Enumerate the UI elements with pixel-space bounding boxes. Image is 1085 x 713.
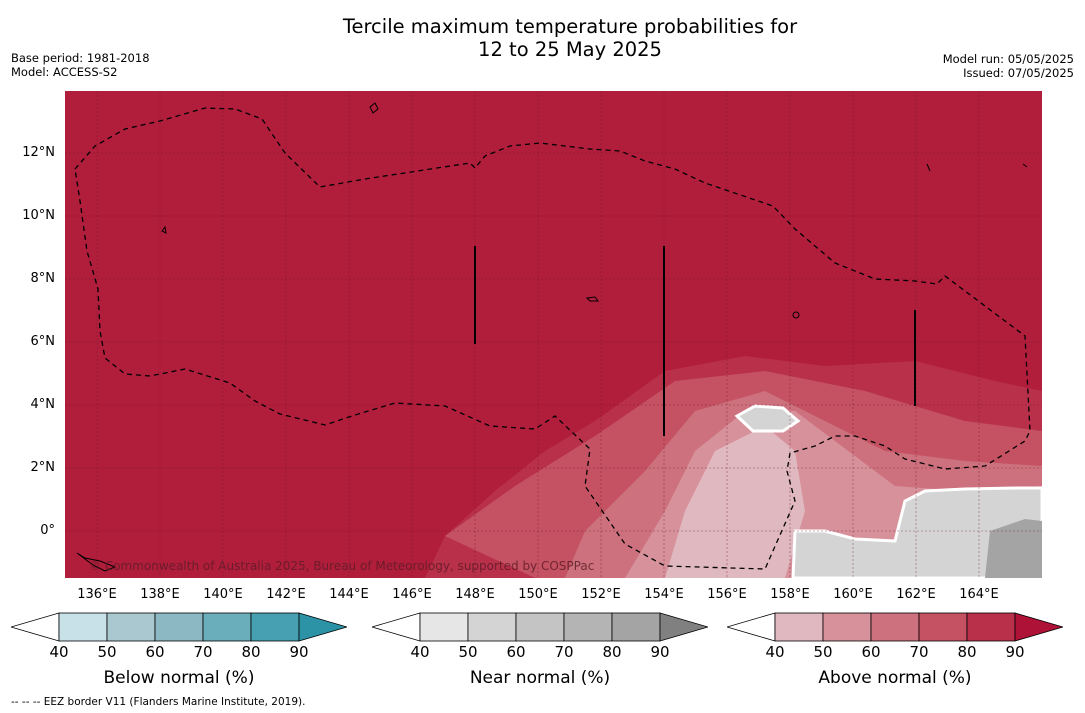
lat-tick-label: 12°N	[22, 145, 55, 160]
colorbar-segment	[611, 612, 661, 642]
lon-tick-label: 136°E	[77, 587, 117, 602]
base-period-label: Base period: 1981-2018	[11, 51, 150, 65]
probability-map: © Commonwealth of Australia 2025, Bureau…	[65, 91, 1042, 578]
zone-near-normal	[791, 486, 1042, 578]
chart-title-line2: 12 to 25 May 2025	[478, 38, 662, 61]
island	[161, 225, 167, 234]
colorbar-segment	[822, 612, 872, 642]
eez-border-palau-fsm-west	[74, 107, 1031, 570]
colorbar-segment	[202, 612, 252, 642]
island	[369, 102, 379, 114]
colorbar-segment	[467, 612, 517, 642]
lon-tick-label: 146°E	[392, 587, 432, 602]
colorbar-tick-label: 90	[650, 643, 670, 661]
colorbar-tick-label: 80	[602, 643, 622, 661]
colorbar-segment	[918, 612, 968, 642]
colorbar-tick-label: 40	[765, 643, 785, 661]
colorbar-tick-label: 50	[97, 643, 117, 661]
island	[792, 311, 800, 319]
colorbar-extend-low	[11, 612, 60, 642]
colorbar-2	[727, 612, 1063, 642]
issued-label: Issued: 07/05/2025	[963, 66, 1074, 80]
colorbar-tick-label: 50	[458, 643, 478, 661]
zone-above-40	[665, 426, 805, 578]
colorbar-segment	[563, 612, 613, 642]
colorbar-1	[372, 612, 708, 642]
colorbar-title: Above normal (%)	[818, 668, 972, 688]
colorbar-tick-label: 60	[145, 643, 165, 661]
lon-tick-label: 158°E	[770, 587, 810, 602]
zone-near-normal-dark	[985, 519, 1042, 578]
colorbar-segment	[966, 612, 1016, 642]
lon-tick-label: 162°E	[896, 587, 936, 602]
colorbar-0	[11, 612, 347, 642]
lon-tick-label: 138°E	[140, 587, 180, 602]
colorbar-extend-low	[727, 612, 776, 642]
colorbar-tick-label: 80	[241, 643, 261, 661]
colorbar-segment	[419, 612, 469, 642]
island	[76, 552, 117, 572]
lat-tick-label: 2°N	[30, 460, 56, 475]
lon-tick-label: 148°E	[455, 587, 495, 602]
colorbar-segment	[154, 612, 204, 642]
colorbar-segment	[250, 612, 300, 642]
colorbar-tick-label: 60	[861, 643, 881, 661]
lat-tick-label: 4°N	[30, 397, 56, 412]
lon-tick-label: 140°E	[203, 587, 243, 602]
colorbar-segment	[58, 612, 108, 642]
colorbar-tick-label: 40	[49, 643, 69, 661]
colorbar-tick-label: 60	[506, 643, 526, 661]
colorbar-tick-label: 50	[813, 643, 833, 661]
colorbar-tick-label: 80	[957, 643, 977, 661]
colorbar-title: Near normal (%)	[469, 668, 611, 688]
colorbar-tick-label: 90	[1005, 643, 1025, 661]
island	[1022, 163, 1028, 168]
copyright-text: © Commonwealth of Australia 2025, Bureau…	[89, 559, 594, 573]
zone-near-normal-small	[734, 404, 801, 433]
colorbar-tick-label: 70	[909, 643, 929, 661]
island	[585, 296, 599, 302]
colorbar-segment	[870, 612, 920, 642]
model-run-label: Model run: 05/05/2025	[942, 52, 1074, 66]
lon-tick-label: 142°E	[266, 587, 306, 602]
lon-tick-label: 150°E	[518, 587, 558, 602]
lat-tick-label: 10°N	[22, 208, 55, 223]
colorbar-extend-high	[659, 612, 708, 642]
lon-tick-label: 156°E	[707, 587, 747, 602]
colorbar-segment	[106, 612, 156, 642]
colorbar-extend-low	[372, 612, 421, 642]
lat-tick-label: 6°N	[30, 334, 56, 349]
islands	[76, 102, 1028, 572]
lon-tick-label: 164°E	[959, 587, 999, 602]
lon-tick-label: 154°E	[644, 587, 684, 602]
lat-tick-label: 8°N	[30, 271, 56, 286]
lon-tick-label: 144°E	[329, 587, 369, 602]
lat-tick-label: 0°	[40, 523, 55, 538]
colorbar-extend-high	[1014, 612, 1063, 642]
colorbar-tick-label: 40	[410, 643, 430, 661]
island	[926, 163, 931, 172]
colorbar-segment	[515, 612, 565, 642]
eez-footnote: -- -- -- EEZ border V11 (Flanders Marine…	[11, 696, 306, 708]
colorbar-extend-high	[298, 612, 347, 642]
lon-tick-label: 160°E	[833, 587, 873, 602]
colorbar-title: Below normal (%)	[103, 668, 255, 688]
colorbar-tick-label: 70	[193, 643, 213, 661]
lon-tick-label: 152°E	[581, 587, 621, 602]
colorbar-segment	[774, 612, 824, 642]
chart-title-line1: Tercile maximum temperature probabilitie…	[342, 15, 798, 38]
model-label: Model: ACCESS-S2	[11, 65, 118, 79]
colorbar-tick-label: 70	[554, 643, 574, 661]
colorbar-tick-label: 90	[289, 643, 309, 661]
